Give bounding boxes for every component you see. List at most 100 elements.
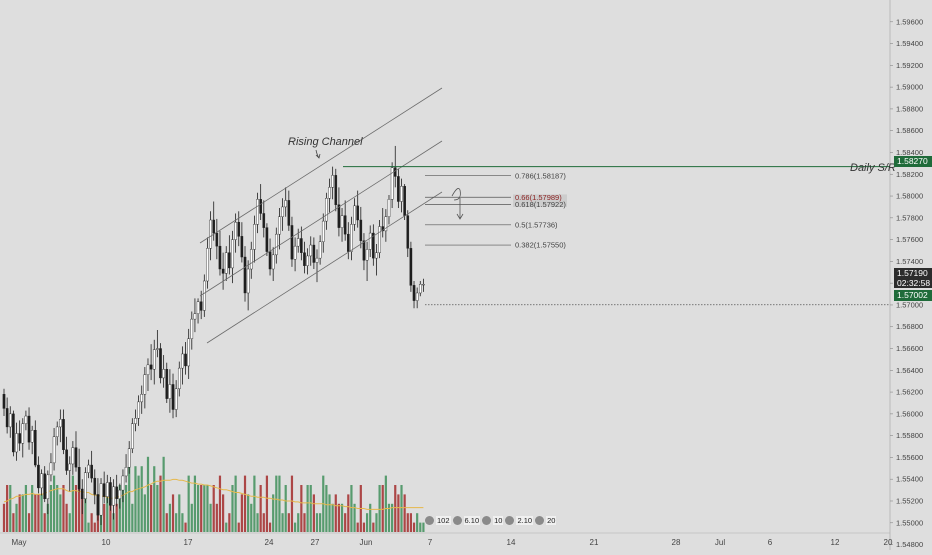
volume-bar [24, 485, 28, 532]
volume-bar [131, 503, 134, 532]
candle-body [87, 464, 90, 473]
volume-bar [184, 522, 187, 532]
volume-bar [372, 522, 375, 532]
volume-bar [165, 513, 168, 532]
volume-bar [140, 466, 143, 532]
candle-body [390, 167, 394, 200]
candle-body [334, 175, 338, 205]
candle-body [112, 486, 115, 506]
volume-bar [381, 485, 384, 532]
candle-body [84, 472, 87, 500]
candle-body [343, 215, 347, 235]
price-tick-label: 1.56200 [896, 388, 923, 397]
volume-bar [27, 513, 31, 532]
candle-body [415, 292, 419, 301]
volume-bar [18, 494, 21, 532]
time-tick-label: 17 [184, 538, 193, 547]
volume-bar [103, 503, 106, 532]
volume-bar [9, 485, 12, 532]
candle-body [362, 240, 366, 261]
volume-bar [268, 522, 272, 532]
low-price-badge: 1.57002 [894, 290, 932, 301]
volume-bar [293, 522, 297, 532]
price-tick-label: 1.57600 [896, 235, 923, 244]
candle-body [59, 419, 62, 428]
price-tick-label: 1.58200 [896, 170, 923, 179]
candle-body [199, 301, 203, 311]
toolbar-dot-icon[interactable] [482, 515, 492, 525]
candle-body [275, 233, 278, 256]
price-tick-label: 1.57000 [896, 300, 923, 309]
candle-body [8, 413, 12, 428]
daily-sr-label: Daily S/R [850, 162, 896, 174]
price-tick-label: 1.59000 [896, 83, 923, 92]
candle-body [165, 369, 169, 399]
candle-body [187, 338, 190, 367]
countdown-value: 02:32:58 [897, 278, 931, 288]
toolbar-label: 2.10 [516, 515, 534, 525]
sr-price-badge: 1.58270 [894, 156, 932, 167]
time-tick-label: 27 [311, 538, 320, 547]
volume-bar [193, 475, 197, 532]
candle-body [143, 374, 147, 395]
candle-body [12, 413, 15, 453]
candle-body [99, 483, 103, 516]
candle-body [37, 464, 40, 489]
candle-body [121, 475, 125, 491]
volume-bar [300, 485, 303, 532]
candle-body [168, 384, 172, 399]
volume-bar [422, 522, 425, 532]
toolbar-label: 6.10 [463, 515, 481, 525]
price-tick-label: 1.58000 [896, 192, 923, 201]
candle-body [93, 477, 97, 495]
price-tick-label: 1.55200 [896, 496, 923, 505]
volume-bar [187, 475, 190, 532]
toolbar-label: 20 [546, 515, 557, 525]
candle-body [296, 238, 300, 247]
volume-bar [106, 485, 109, 532]
price-tick-label: 1.55400 [896, 475, 923, 484]
candle-body [102, 483, 106, 497]
volume-bar [303, 513, 306, 532]
price-tick-label: 1.55600 [896, 453, 923, 462]
candle-body [2, 394, 6, 409]
volume-bar [171, 494, 175, 532]
toolbar-dot-icon[interactable] [452, 515, 462, 525]
candle-body [156, 348, 159, 350]
candle-body [378, 226, 381, 253]
volume-bar [222, 494, 225, 532]
toolbar-dot-icon[interactable] [425, 515, 434, 525]
candle-body [152, 349, 156, 370]
toolbar-dot-icon[interactable] [535, 515, 545, 525]
channel-line [199, 87, 443, 244]
candle-body [397, 176, 400, 202]
time-tick-label: 21 [590, 538, 599, 547]
volume-bar [40, 494, 43, 532]
volume-bar [394, 485, 397, 532]
indicator-toolbar: 102 6.10 10 2.10 20 [425, 514, 557, 526]
candle-body [256, 199, 259, 225]
candle-body [159, 348, 162, 379]
price-tick-label: 1.56800 [896, 322, 923, 331]
candle-body [412, 285, 416, 301]
toolbar-dot-icon[interactable] [505, 515, 515, 525]
volume-bar [90, 513, 93, 532]
fib-level-label: 0.66(1.57989) [515, 193, 562, 202]
candle-body [359, 219, 363, 241]
time-tick-label: May [11, 538, 26, 547]
candle-body [293, 245, 297, 260]
volume-bar [225, 522, 228, 532]
time-tick-label: 14 [507, 538, 516, 547]
candle-body [387, 199, 391, 217]
candle-body [356, 205, 359, 221]
volume-bar [243, 475, 247, 532]
candle-body [246, 268, 250, 294]
candle-body [124, 467, 128, 477]
candle-body [278, 216, 281, 235]
candle-body [375, 252, 378, 259]
volume-bar [331, 503, 334, 532]
volume-bar [37, 494, 40, 532]
volume-bar [190, 503, 193, 532]
volume-bar [12, 513, 15, 532]
volume-bar [34, 494, 37, 532]
